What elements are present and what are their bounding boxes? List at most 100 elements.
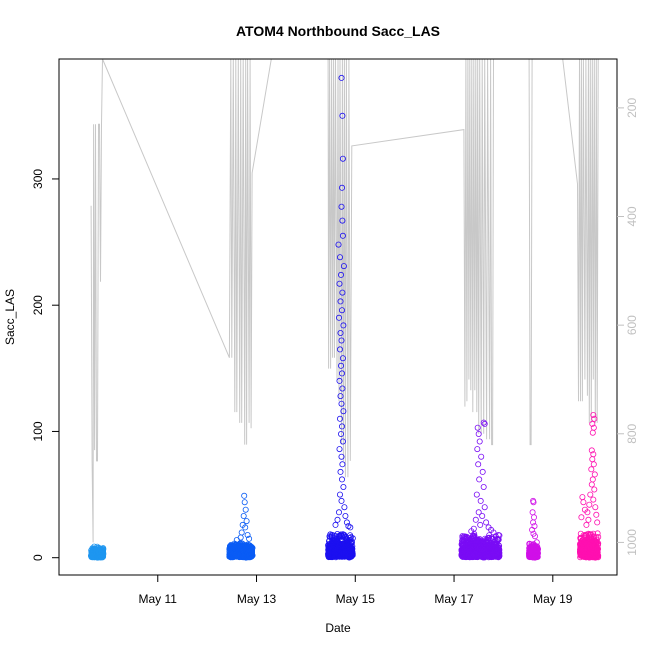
data-point-outlier	[479, 513, 486, 520]
data-point-outlier	[480, 483, 487, 490]
data-point-outlier	[481, 420, 488, 427]
data-point-outlier	[339, 155, 346, 162]
data-point-outlier	[337, 329, 344, 336]
data-point	[342, 548, 349, 555]
data-point	[329, 531, 336, 538]
data-point	[348, 549, 355, 556]
data-point-outlier	[347, 524, 354, 531]
data-point-outlier	[338, 400, 345, 407]
data-point-outlier	[338, 307, 345, 314]
data-point-outlier	[473, 491, 480, 498]
data-point-outlier	[585, 516, 592, 523]
data-point-outlier	[337, 468, 344, 475]
data-point	[594, 549, 601, 556]
data-point	[334, 549, 341, 556]
data-point-outlier	[593, 511, 600, 518]
y2-tick-label: 800	[625, 423, 639, 443]
x-tick-label: May 11	[139, 592, 178, 606]
data-point	[333, 535, 340, 542]
data-point	[461, 541, 468, 548]
data-point	[494, 553, 501, 560]
data-point-outlier	[338, 203, 345, 210]
data-point	[243, 544, 250, 551]
data-point-outlier	[339, 112, 346, 119]
data-point-outlier	[332, 521, 339, 528]
data-point	[594, 530, 601, 537]
data-point-outlier	[343, 519, 350, 526]
data-point-outlier	[590, 411, 597, 418]
data-point	[246, 552, 253, 559]
data-point	[463, 546, 470, 553]
data-point	[487, 553, 494, 560]
data-point	[582, 542, 589, 549]
data-point-outlier	[580, 499, 587, 506]
data-point	[533, 553, 540, 560]
data-point	[477, 540, 484, 547]
x-tick-label: May 13	[237, 592, 277, 606]
data-point	[330, 542, 337, 549]
data-point-outlier	[338, 497, 345, 504]
data-point	[471, 534, 478, 541]
data-point-outlier	[341, 504, 348, 511]
data-point-outlier	[590, 461, 597, 468]
data-point-outlier	[583, 521, 590, 528]
data-point-outlier	[338, 423, 345, 430]
data-point-outlier	[589, 429, 596, 436]
data-point-outlier	[588, 466, 595, 473]
series-3	[325, 74, 356, 561]
data-point-outlier	[340, 322, 347, 329]
data-point-outlier	[336, 446, 343, 453]
data-point	[338, 532, 345, 539]
data-point	[594, 546, 601, 553]
data-point-outlier	[589, 476, 596, 483]
series-5	[526, 497, 541, 561]
data-point	[89, 553, 96, 560]
y2-tick-label: 200	[625, 98, 639, 118]
data-point-outlier	[481, 504, 488, 511]
data-point-outlier	[529, 526, 536, 533]
data-point-outlier	[589, 420, 596, 427]
data-point-outlier	[335, 509, 342, 516]
data-point	[594, 552, 601, 559]
data-point-outlier	[592, 504, 599, 511]
data-point	[495, 536, 502, 543]
data-point-outlier	[241, 492, 248, 499]
data-point-outlier	[336, 415, 343, 422]
y-tick-label: 200	[31, 295, 45, 315]
data-point	[459, 551, 466, 558]
data-point-outlier	[338, 74, 345, 81]
y2-axis: 200 400 600 800 1000	[617, 98, 639, 556]
depth-trace-line	[90, 58, 599, 543]
data-point-outlier	[335, 314, 342, 321]
data-point-outlier	[244, 532, 251, 539]
y2-tick-label: 400	[625, 206, 639, 226]
data-point	[476, 538, 483, 545]
data-point-outlier	[477, 497, 484, 504]
data-point	[463, 552, 470, 559]
series-6	[577, 411, 602, 561]
data-point	[347, 532, 354, 539]
series-4	[458, 419, 503, 561]
data-point	[494, 547, 501, 554]
data-point-outlier	[338, 476, 345, 483]
y-axis: 0 100 200 300	[31, 169, 59, 561]
data-point-outlier	[336, 377, 343, 384]
data-point-outlier	[243, 518, 250, 525]
data-point-outlier	[339, 461, 346, 468]
series-2	[226, 492, 256, 561]
data-point	[238, 540, 245, 547]
data-point-outlier	[591, 471, 598, 478]
data-point	[589, 540, 596, 547]
data-point	[95, 552, 102, 559]
y-tick-label: 100	[31, 421, 45, 441]
data-point-outlier	[338, 370, 345, 377]
data-point	[493, 550, 500, 557]
data-point	[472, 550, 479, 557]
data-point-outlier	[337, 298, 344, 305]
data-point-outlier	[472, 516, 479, 523]
data-point	[483, 553, 490, 560]
data-point	[496, 546, 503, 553]
data-point-outlier	[336, 346, 343, 353]
data-point	[480, 554, 487, 561]
data-point	[458, 541, 465, 548]
